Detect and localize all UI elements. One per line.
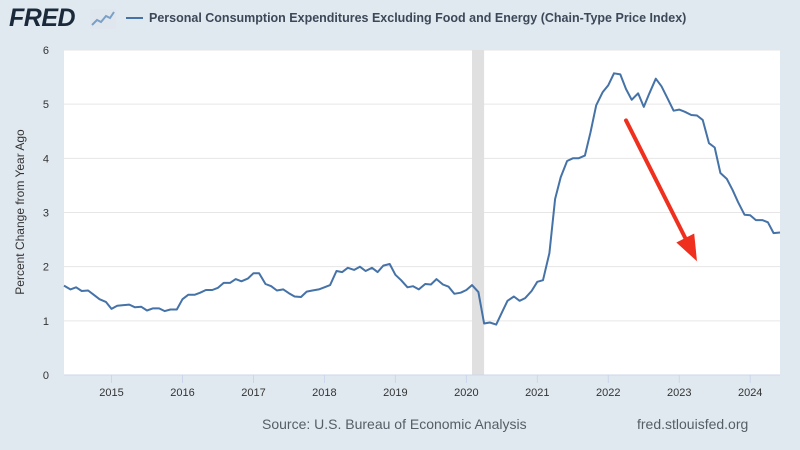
- y-axis-ticks: 0 1 2 3 4 5 6: [43, 45, 49, 382]
- x-tick-label: 2021: [525, 387, 549, 399]
- x-tick-label: 2017: [241, 387, 265, 399]
- trend-arrow-annotation: [624, 118, 697, 262]
- x-tick-label: 2023: [667, 387, 691, 399]
- grid-lines: [64, 49, 780, 322]
- y-tick-label: 2: [43, 262, 49, 274]
- trend-line-icon: [90, 9, 116, 29]
- recession-shading: [472, 50, 485, 375]
- chart-legend: Personal Consumption Expenditures Exclud…: [126, 11, 686, 25]
- y-tick-label: 5: [43, 99, 49, 111]
- x-axis-ticks: 2015 2016 2017 2018 2019 2020 2021 2022 2023 2024: [64, 374, 780, 399]
- y-tick-label: 1: [43, 316, 49, 328]
- legend-label: Personal Consumption Expenditures Exclud…: [149, 11, 687, 25]
- x-tick-label: 2019: [383, 387, 407, 399]
- line-chart: 0 1 2 3 4 5 6 2015 2016 2017 2018 2019 2020 2021 2022…: [13, 45, 781, 399]
- y-tick-label: 0: [43, 370, 49, 382]
- series-lines: [63, 72, 781, 326]
- x-tick-label: 2022: [596, 387, 620, 399]
- x-tick-label: 2018: [312, 387, 336, 399]
- y-tick-label: 4: [43, 153, 49, 165]
- x-tick-label: 2016: [170, 387, 194, 399]
- y-axis-label: Percent Change from Year Ago: [13, 129, 27, 295]
- source-credit: Source: U.S. Bureau of Economic Analysis: [262, 416, 527, 432]
- x-tick-label: 2020: [454, 387, 478, 399]
- y-tick-label: 3: [43, 208, 49, 220]
- fred-logo[interactable]: FRED: [9, 4, 76, 32]
- y-tick-label: 6: [43, 45, 49, 57]
- source-url[interactable]: fred.stlouisfed.org: [637, 416, 749, 432]
- series-line: [63, 72, 781, 326]
- arrow-head: [676, 233, 697, 262]
- x-tick-label: 2015: [99, 387, 123, 399]
- legend-swatch: [126, 17, 143, 19]
- arrow-shaft: [624, 118, 688, 241]
- chart-header: FRED Personal Consumption Expenditures E…: [0, 0, 800, 40]
- recession-band: [472, 50, 485, 375]
- x-tick-label: 2024: [738, 387, 762, 399]
